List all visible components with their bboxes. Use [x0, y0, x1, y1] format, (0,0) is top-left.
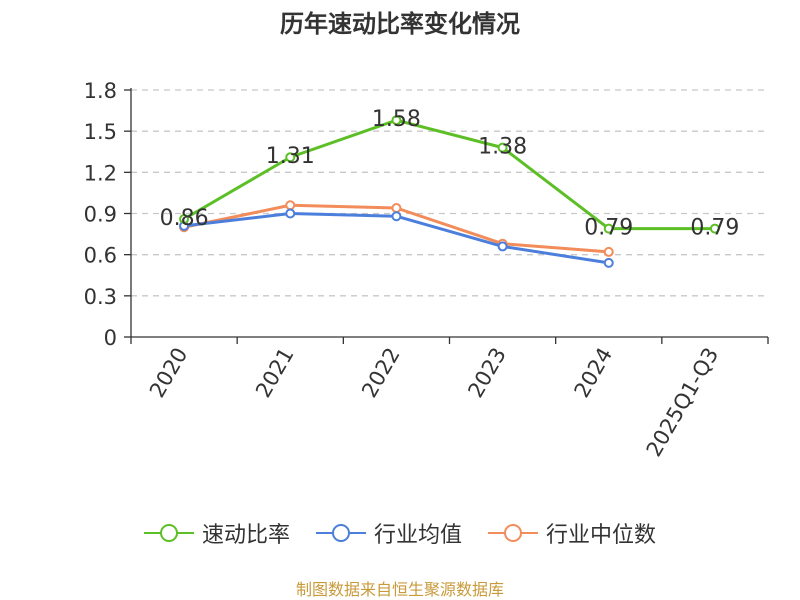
chart-title: 历年速动比率变化情况	[280, 10, 520, 38]
y-tick-label: 0.6	[84, 244, 117, 268]
legend-item-series-3[interactable]: 行业中位数	[488, 517, 656, 549]
legend-marker-series-3	[488, 524, 538, 542]
data-labels: 0.86 1.31 1.58 1.38 0.79 0.79	[160, 107, 740, 240]
data-point-series-3	[391, 203, 402, 214]
data-point-series-2	[285, 208, 296, 219]
data-point-series-2	[603, 257, 614, 268]
x-tick-label: 2020	[145, 344, 193, 402]
legend-item-series-2[interactable]: 行业均值	[315, 517, 462, 549]
source-note: 制图数据来自恒生聚源数据库	[295, 580, 504, 599]
data-label: 0.79	[584, 216, 633, 241]
data-point-series-3	[603, 246, 614, 257]
data-label: 1.31	[266, 144, 315, 169]
legend-item-series-1[interactable]: 速动比率	[143, 517, 290, 549]
data-point-series-2	[497, 241, 508, 252]
grid-lines	[131, 89, 768, 297]
data-label: 1.38	[478, 135, 527, 160]
data-point-series-3	[285, 200, 296, 211]
data-point-series-1	[497, 142, 508, 153]
series	[179, 115, 720, 268]
y-tick-label: 1.2	[84, 161, 117, 185]
x-tick-label: 2022	[357, 344, 405, 402]
x-tick-label: 2024	[570, 344, 618, 402]
y-tick-label: 0.3	[84, 285, 117, 309]
axes: 0 0.3 0.6 0.9 1.2 1.5 1.8 2020 2021 2022 2023 2024 2…	[84, 79, 769, 461]
y-tick-label: 1.8	[84, 79, 117, 103]
data-label: 0.79	[690, 216, 739, 241]
data-point-series-1	[603, 223, 614, 234]
x-tick-label: 2023	[463, 344, 511, 402]
legend-label-series-2: 行业均值	[373, 523, 462, 548]
series-line-1	[183, 118, 715, 231]
legend: 速动比率 行业均值 行业中位数	[0, 517, 800, 549]
legend-label-series-3: 行业中位数	[546, 523, 657, 548]
data-point-series-1	[709, 223, 720, 234]
y-tick-label: 1.5	[84, 120, 117, 144]
x-tick-label: 2025Q1-Q3	[642, 344, 724, 461]
y-tick-label: 0	[104, 326, 117, 350]
x-tick-label: 2021	[251, 344, 299, 402]
data-point-series-1	[391, 115, 402, 126]
data-point-series-1	[285, 152, 296, 163]
legend-label-series-1: 速动比率	[201, 523, 290, 548]
data-point-series-2	[391, 211, 402, 222]
data-point-series-1	[179, 213, 190, 224]
data-label: 0.86	[160, 206, 209, 231]
data-label: 1.58	[372, 107, 421, 132]
legend-marker-series-1	[143, 524, 194, 542]
y-tick-label: 0.9	[84, 203, 117, 227]
legend-marker-series-2	[315, 524, 366, 542]
